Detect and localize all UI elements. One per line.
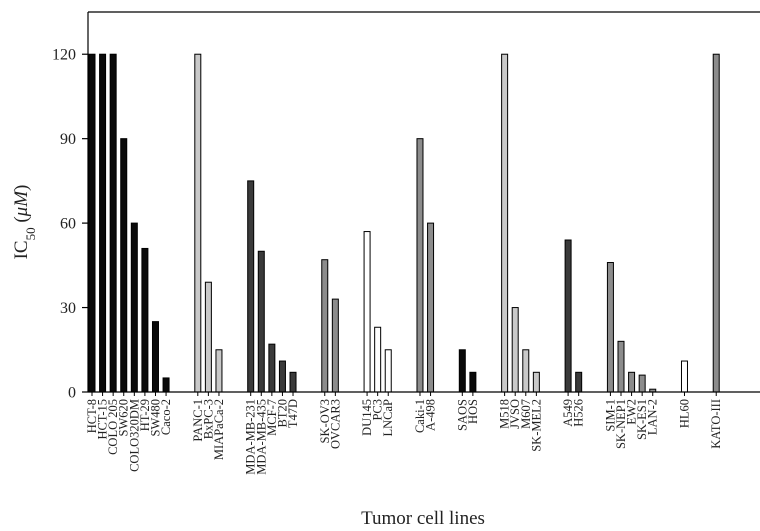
- category-label: SK-NEP1: [614, 399, 628, 449]
- category-label: SK-MEL2: [529, 399, 543, 452]
- bar-hct-8: [88, 53, 96, 393]
- bar-sk-ov3: [321, 259, 329, 393]
- category-label: SW620: [117, 399, 131, 437]
- bar-panc-1: [194, 53, 202, 393]
- x-axis-title: Tumor cell lines: [361, 508, 485, 529]
- category-label: A-498: [424, 399, 438, 431]
- bar-sk-es1: [638, 374, 646, 393]
- bar-caki-1: [416, 138, 424, 393]
- bar-t47d: [289, 371, 297, 393]
- category-label: SW480: [148, 399, 162, 437]
- bar-a549: [564, 239, 572, 393]
- bar-hct-15: [99, 53, 107, 393]
- bar-colo-205: [109, 53, 117, 393]
- category-label: EW2: [625, 399, 639, 425]
- bar-m518: [501, 53, 509, 393]
- category-label: HT-29: [138, 399, 152, 431]
- y-tick-label: 0: [68, 385, 76, 402]
- y-axis-title: IC50 (μM): [11, 185, 38, 260]
- category-label: Caki-1: [413, 399, 427, 433]
- bar-mcf-7: [268, 343, 276, 393]
- category-label: KATO-III: [709, 399, 723, 449]
- category-label: SK-OV3: [318, 399, 332, 443]
- bar-sk-mel2: [532, 371, 540, 393]
- bar-h526: [575, 371, 583, 393]
- category-label: COLO320DM: [127, 399, 141, 472]
- category-label: LNCaP: [381, 399, 395, 437]
- bar-bt20: [278, 360, 286, 393]
- bar-ht-29: [141, 247, 149, 393]
- bar-jvso: [511, 307, 519, 393]
- bar-a-498: [427, 222, 435, 393]
- category-label: MDA-MB-231: [244, 399, 258, 475]
- category-label: A549: [561, 399, 575, 427]
- category-label: M607: [519, 399, 533, 429]
- category-label: PANC-1: [191, 399, 205, 442]
- bar-sk-nep1: [617, 340, 625, 393]
- category-label: MDA-MB-435: [254, 399, 268, 475]
- category-label: BxPC-3: [201, 399, 215, 439]
- category-label: SIM-1: [603, 399, 617, 432]
- bar-mda-mb-231: [247, 180, 255, 393]
- bar-kato-iii: [712, 53, 720, 393]
- category-label: JVSO: [508, 399, 522, 429]
- bar-hos: [469, 371, 477, 393]
- category-label: COLO 205: [106, 399, 120, 455]
- bar-sim-1: [606, 262, 614, 393]
- bars-layer: [88, 53, 720, 393]
- y-tick-label: 90: [60, 131, 76, 148]
- category-label: BT20: [275, 399, 289, 427]
- bar-ew2: [628, 371, 636, 393]
- bar-du145: [363, 231, 371, 393]
- bar-sw480: [151, 321, 159, 393]
- bar-pc3: [374, 326, 382, 393]
- y-tick-label: 120: [52, 47, 76, 64]
- y-tick-label: 60: [60, 216, 76, 233]
- bar-lncap: [384, 349, 392, 393]
- bar-miapaca-2: [215, 349, 223, 393]
- category-label: Caco-2: [159, 399, 173, 435]
- category-label: T47D: [286, 399, 300, 428]
- category-label: SAOS: [455, 399, 469, 431]
- bar-saos: [458, 349, 466, 393]
- category-label: MCF-7: [265, 399, 279, 436]
- axes-layer: [82, 11, 760, 396]
- bar-sw620: [120, 138, 128, 393]
- category-label: LAN-2: [646, 399, 660, 435]
- category-label: MIAPaCa-2: [212, 399, 226, 460]
- bar-hl60: [680, 360, 688, 393]
- category-label: M518: [498, 399, 512, 429]
- bar-caco-2: [162, 377, 170, 393]
- category-label: H526: [572, 399, 586, 427]
- bar-ovcar3: [331, 298, 339, 393]
- bar-bxpc-3: [204, 281, 212, 393]
- bar-colo320dm: [130, 222, 138, 393]
- category-label: SK-ES1: [635, 399, 649, 440]
- y-tick-label: 30: [60, 300, 76, 317]
- category-label: DU145: [360, 399, 374, 436]
- bar-mda-mb-435: [257, 250, 265, 393]
- bar-m607: [522, 349, 530, 393]
- category-label: HCT-8: [85, 399, 99, 433]
- category-label: HCT-15: [96, 399, 110, 440]
- category-label: OVCAR3: [328, 399, 342, 449]
- category-label: HOS: [466, 399, 480, 424]
- category-label: PC3: [371, 399, 385, 421]
- category-label: HL60: [677, 399, 691, 428]
